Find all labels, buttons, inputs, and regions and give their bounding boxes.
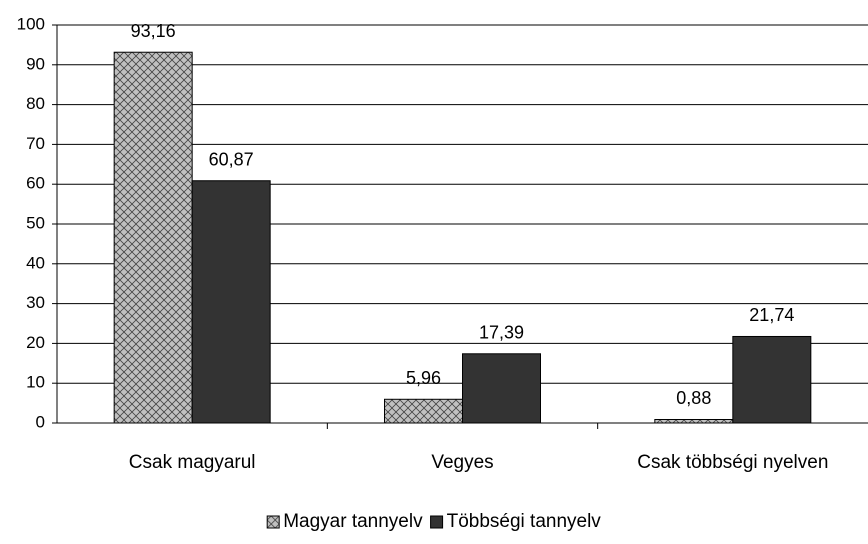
x-tick-label: Vegyes xyxy=(431,452,493,473)
bar xyxy=(384,398,463,424)
value-label: 21,74 xyxy=(749,305,794,325)
y-tick-label: 50 xyxy=(26,213,45,232)
legend-swatch xyxy=(266,515,280,529)
value-label: 60,87 xyxy=(209,149,254,169)
x-tick-label: Csak magyarul xyxy=(129,452,256,473)
y-tick-label: 20 xyxy=(26,333,45,352)
legend-label: Magyar tannyelv xyxy=(283,511,423,532)
x-tick-label: Csak többségi nyelven xyxy=(637,452,828,473)
value-label: 17,39 xyxy=(479,323,524,343)
bar xyxy=(191,180,271,424)
legend-swatch xyxy=(430,515,444,529)
y-tick-label: 80 xyxy=(26,94,45,113)
y-tick-label: 10 xyxy=(26,373,45,392)
y-tick-label: 100 xyxy=(17,14,45,33)
legend-label: Többségi tannyelv xyxy=(447,511,602,532)
bar xyxy=(113,51,193,424)
y-tick-label: 60 xyxy=(26,174,45,193)
legend: Magyar tannyelv Többségi tannyelv xyxy=(266,511,602,532)
value-label: 0,88 xyxy=(676,388,711,408)
y-tick-label: 0 xyxy=(36,412,45,431)
bar xyxy=(732,335,812,424)
y-tick-label: 30 xyxy=(26,293,45,312)
y-tick-label: 70 xyxy=(26,134,45,153)
y-tick-label: 40 xyxy=(26,253,45,272)
y-tick-label: 90 xyxy=(26,54,45,73)
value-label: 5,96 xyxy=(406,368,441,388)
bar xyxy=(654,418,734,424)
bar xyxy=(462,353,541,424)
value-label: 93,16 xyxy=(131,21,176,41)
